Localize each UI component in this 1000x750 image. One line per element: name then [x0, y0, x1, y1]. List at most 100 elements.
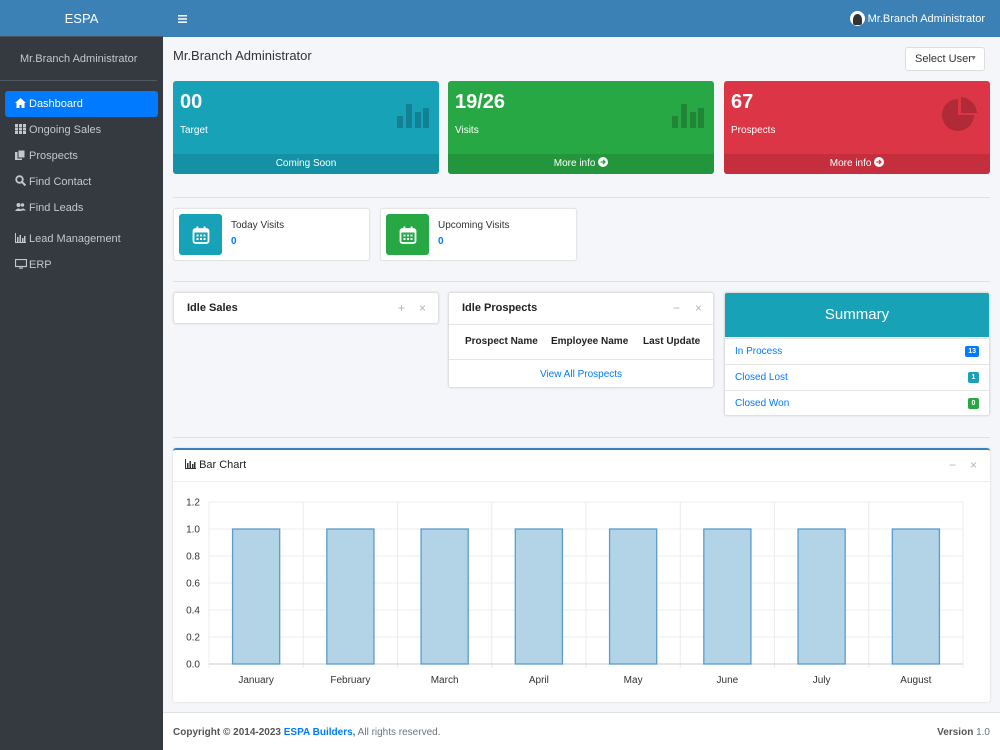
sidebar-item-label: Find Leads: [29, 202, 84, 214]
menu-toggle-icon[interactable]: [178, 12, 187, 26]
top-navbar: Mr.Branch Administrator: [163, 0, 1000, 37]
close-icon[interactable]: ×: [419, 301, 427, 315]
x-tick-label: January: [238, 675, 274, 686]
prospects-value: 67: [731, 91, 754, 113]
count-badge: 0: [968, 398, 979, 409]
bar: [514, 528, 564, 665]
bar-chart-card: Bar Chart − × 0.0 0.2 0.4 0.6 0.8 1.0 1.2 Janua…: [173, 448, 990, 702]
y-tick-label: 0.4: [186, 606, 200, 617]
sidebar-item-lead-management[interactable]: Lead Management: [5, 226, 158, 252]
sidebar-item-label: Lead Management: [29, 233, 121, 245]
idle-prospects-card: Idle Prospects − × Prospect Name Employe…: [448, 292, 714, 388]
summary-card: Summary In Process 13 Closed Lost 1 Clos…: [724, 292, 990, 416]
sidebar-item-label: Prospects: [29, 150, 78, 162]
collapse-icon[interactable]: −: [949, 458, 957, 472]
visits-box: 19/26 Visits More info: [448, 81, 714, 174]
close-icon[interactable]: ×: [695, 301, 703, 315]
users-icon: [15, 202, 29, 215]
visits-more-info-link[interactable]: More info: [448, 154, 714, 174]
prospects-label: Prospects: [731, 125, 776, 136]
sidebar-item-label: Find Contact: [29, 176, 92, 188]
version-number: 1.0: [976, 727, 990, 738]
x-tick-label: March: [431, 675, 459, 686]
copy-icon: [15, 149, 29, 163]
version-text: Version 1.0: [937, 727, 990, 738]
company-link[interactable]: ESPA Builders,: [283, 727, 356, 738]
y-tick-label: 0.2: [186, 633, 200, 644]
sidebar-user-name[interactable]: Mr.Branch Administrator: [0, 37, 157, 81]
summary-row-in-process[interactable]: In Process 13: [725, 338, 989, 364]
footer: Copyright © 2014-2023 ESPA Builders, All…: [163, 712, 1000, 750]
sidebar-nav: Dashboard Ongoing Sales Prospects Find C…: [0, 81, 163, 278]
y-tick-label: 0.0: [186, 660, 200, 671]
view-all-prospects-link[interactable]: View All Prospects: [449, 359, 713, 389]
idle-prospects-title: Idle Prospects: [462, 302, 538, 314]
sidebar-item-find-contact[interactable]: Find Contact: [5, 169, 158, 195]
user-avatar-icon: [849, 11, 865, 26]
sidebar-item-find-leads[interactable]: Find Leads: [5, 195, 158, 221]
search-icon: [15, 175, 29, 189]
visits-label: Visits: [455, 125, 479, 136]
bar: [326, 528, 375, 665]
chart-icon: [185, 459, 196, 471]
user-menu[interactable]: Mr.Branch Administrator: [849, 11, 985, 26]
copyright-text: Copyright © 2014-2023 ESPA Builders, All…: [173, 727, 440, 738]
bar: [608, 528, 658, 665]
today-visits-label: Today Visits: [231, 220, 285, 231]
expand-icon[interactable]: +: [398, 301, 406, 315]
bar-chart: 0.0 0.2 0.4 0.6 0.8 1.0 1.2 January February Marc…: [186, 498, 964, 686]
today-visits-box[interactable]: Today Visits 0: [173, 208, 370, 261]
version-label: Version: [937, 727, 974, 738]
page-title: Mr.Branch Administrator: [173, 48, 312, 63]
sidebar-item-label: ERP: [29, 259, 52, 271]
desktop-icon: [14, 258, 29, 272]
count-badge: 13: [965, 346, 979, 357]
y-tick-label: 0.6: [186, 579, 200, 590]
divider: [173, 437, 990, 438]
bar: [891, 528, 941, 665]
sidebar-item-ongoing-sales[interactable]: Ongoing Sales: [5, 117, 158, 143]
today-visits-value: 0: [231, 236, 237, 247]
x-tick-label: July: [813, 675, 831, 686]
summary-title: Summary: [725, 293, 989, 337]
home-icon: [15, 97, 29, 111]
sidebar-item-erp[interactable]: ERP: [5, 252, 158, 278]
chart-title-text: Bar Chart: [199, 459, 247, 471]
collapse-icon[interactable]: −: [673, 301, 681, 315]
more-info-label: More info: [829, 158, 872, 169]
prospects-more-info-link[interactable]: More info: [724, 154, 990, 174]
grid-icon: [15, 123, 29, 137]
bar: [703, 528, 752, 665]
idle-sales-card: Idle Sales + ×: [173, 292, 439, 324]
arrow-circle-right-icon: [598, 157, 609, 169]
column-header[interactable]: Employee Name: [551, 336, 629, 347]
summary-row-closed-won[interactable]: Closed Won 0: [725, 390, 989, 415]
chart-title: Bar Chart: [185, 459, 246, 471]
calendar-icon: [179, 214, 222, 255]
x-tick-label: May: [624, 675, 643, 686]
bar: [420, 528, 469, 665]
divider: [173, 197, 990, 198]
idle-sales-title: Idle Sales: [187, 302, 238, 314]
x-tick-label: February: [330, 675, 370, 686]
column-header[interactable]: Prospect Name: [465, 336, 538, 347]
select-user-dropdown[interactable]: Select User ▼: [905, 47, 985, 71]
x-tick-label: August: [900, 675, 931, 686]
sidebar: ESPA Mr.Branch Administrator Dashboard O…: [0, 0, 163, 750]
prospects-box: 67 Prospects More info: [724, 81, 990, 174]
pie-chart-icon: [940, 95, 980, 138]
brand-logo[interactable]: ESPA: [0, 0, 163, 37]
sidebar-item-dashboard[interactable]: Dashboard: [5, 91, 158, 117]
target-footer-link[interactable]: Coming Soon: [173, 154, 439, 174]
sidebar-item-prospects[interactable]: Prospects: [5, 143, 158, 169]
select-user-label: Select User: [915, 53, 972, 65]
bar: [797, 528, 846, 665]
bar-chart-icon: [672, 98, 704, 131]
summary-row-closed-lost[interactable]: Closed Lost 1: [725, 364, 989, 390]
upcoming-visits-box[interactable]: Upcoming Visits 0: [380, 208, 577, 261]
bar: [231, 528, 281, 665]
column-header[interactable]: Last Update: [643, 336, 701, 347]
user-menu-label: Mr.Branch Administrator: [867, 12, 985, 25]
close-icon[interactable]: ×: [970, 458, 978, 472]
bar-chart-icon: [397, 98, 429, 131]
